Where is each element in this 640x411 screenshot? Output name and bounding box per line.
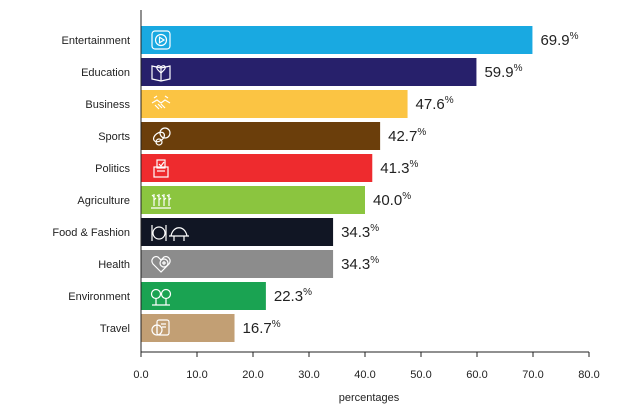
value-label-sports: 42.7% [388, 127, 426, 145]
axes-layer: 0.0 10.0 20.0 30.0 40.0 50.0 60.0 70.0 80.0 [133, 10, 600, 381]
x-tick-label: 60.0 [466, 369, 487, 381]
x-tick-label: 50.0 [410, 369, 431, 381]
category-label-environment: Environment [68, 291, 130, 303]
x-tick-label: 30.0 [298, 369, 319, 381]
crops-icon [151, 194, 172, 209]
x-tick-label: 70.0 [522, 369, 543, 381]
bar-education [141, 58, 477, 86]
bar-politics [141, 154, 373, 182]
bar-food-and-fashion [141, 218, 334, 246]
x-tick-label: 10.0 [186, 369, 207, 381]
value-label-education: 59.9% [484, 63, 522, 81]
sports-balls-icon [152, 127, 171, 146]
value-label-food-and-fashion: 34.3% [341, 223, 379, 241]
category-label-travel: Travel [100, 323, 130, 335]
value-label-politics: 41.3% [380, 159, 418, 177]
x-tick-label: 80.0 [578, 369, 599, 381]
value-label-business: 47.6% [416, 95, 454, 113]
bar-business [141, 90, 408, 118]
x-tick-label: 20.0 [242, 369, 263, 381]
bar-travel [141, 314, 235, 342]
trees-icon [150, 288, 172, 306]
value-label-health: 34.3% [341, 255, 379, 273]
x-axis-title: percentages [339, 392, 400, 404]
ballot-box-icon [153, 159, 169, 178]
bar-sports [141, 122, 381, 150]
category-label-business: Business [85, 99, 130, 111]
heart-plus-icon [151, 255, 171, 273]
value-label-travel: 16.7% [243, 319, 281, 337]
coin-ticket-icon [151, 319, 170, 336]
video-play-icon [151, 30, 171, 50]
bar-entertainment [141, 26, 533, 54]
value-label-entertainment: 69.9% [540, 31, 578, 49]
category-label-entertainment: Entertainment [62, 35, 130, 47]
bars-layer: Entertainment 69.9% Education 59.9% Business… [52, 26, 579, 342]
bar-health [141, 250, 334, 278]
category-label-health: Health [98, 259, 130, 271]
category-label-agriculture: Agriculture [77, 195, 130, 207]
book-heart-icon [151, 65, 171, 82]
bar-agriculture [141, 186, 365, 214]
x-tick-label: 40.0 [354, 369, 375, 381]
category-label-politics: Politics [95, 163, 130, 175]
food-and-hat-icon [151, 225, 189, 241]
value-label-agriculture: 40.0% [373, 191, 411, 209]
x-tick-label: 0.0 [133, 369, 148, 381]
handshake-icon [151, 95, 171, 110]
category-label-sports: Sports [98, 131, 130, 143]
category-label-education: Education [81, 67, 130, 79]
value-label-environment: 22.3% [274, 287, 312, 305]
category-label-food-and-fashion: Food & Fashion [52, 227, 130, 239]
